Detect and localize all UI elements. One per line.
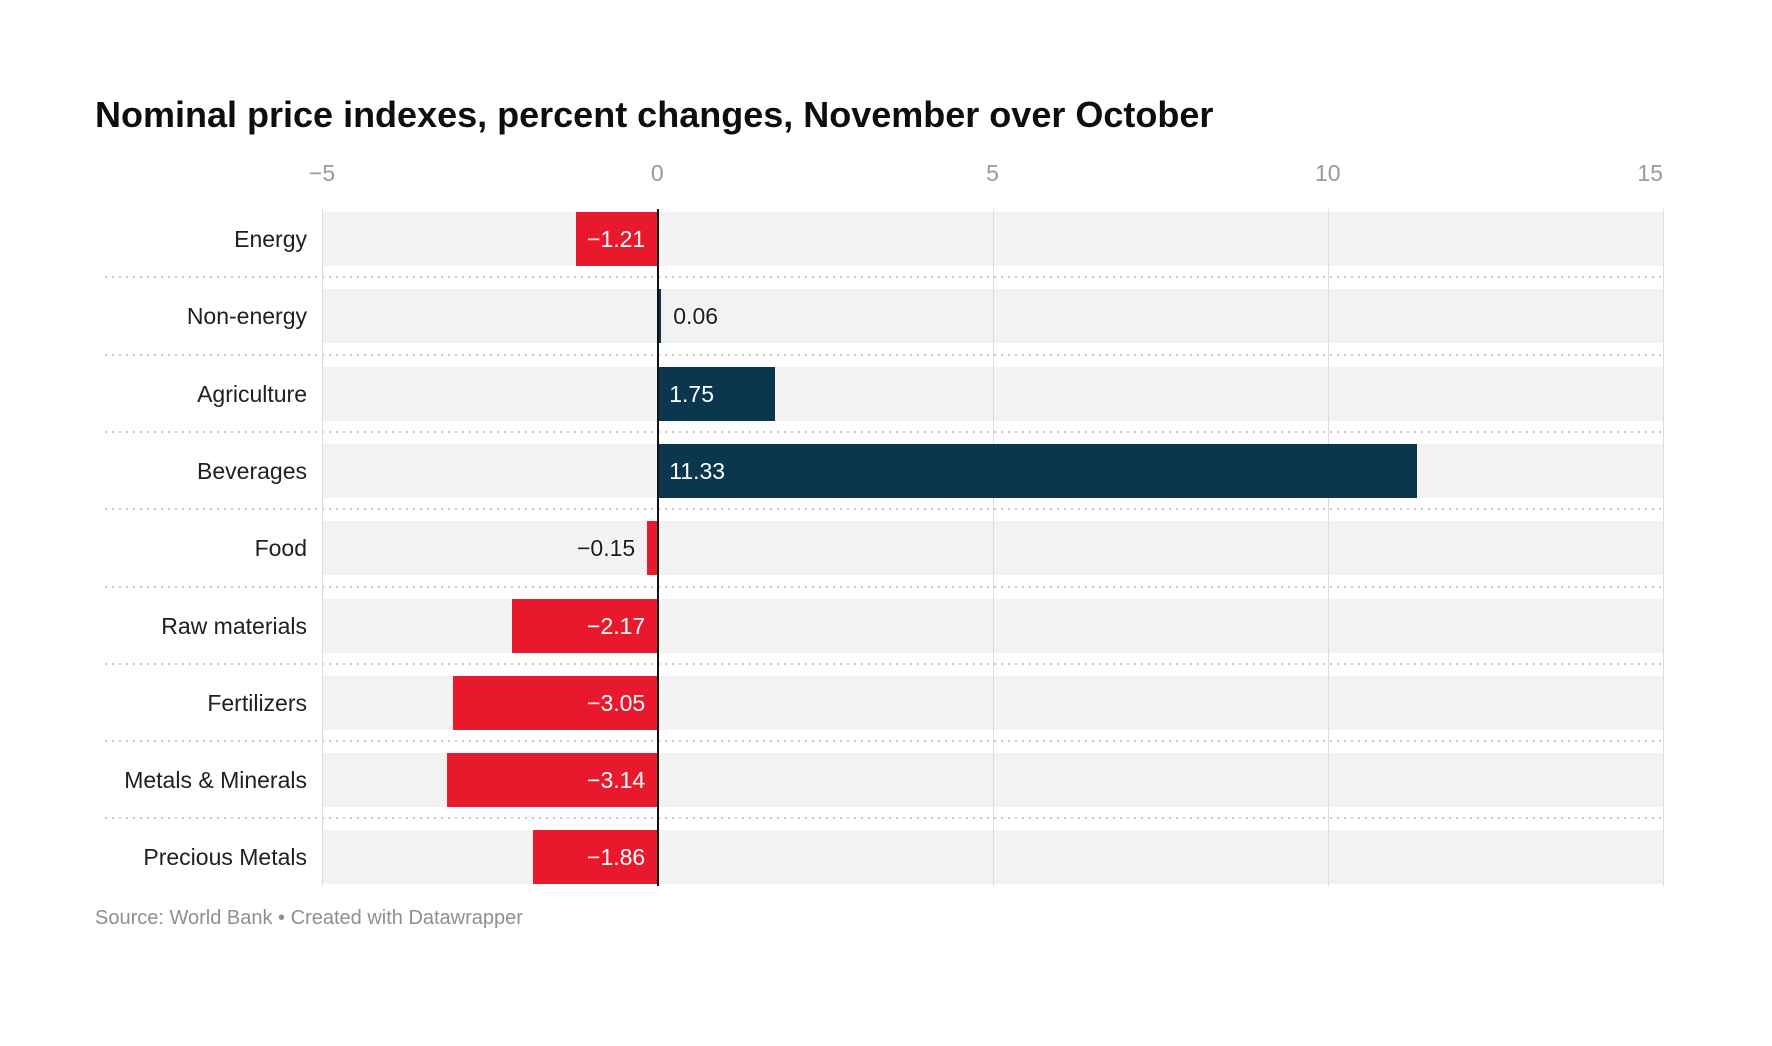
category-label: Raw materials [161,612,307,639]
value-label: −2.17 [587,612,646,639]
category-label: Energy [234,226,307,252]
value-label: −3.14 [587,767,646,794]
gridline [1328,209,1329,886]
category-label: Agriculture [197,380,307,407]
gridline [993,209,994,886]
row-band [322,521,1663,576]
value-label: −3.05 [587,689,646,716]
axis-tick-label: −5 [308,160,336,186]
bar-metals-minerals [446,753,658,808]
bar-beverages [657,443,1417,498]
bar-precious-metals [532,830,658,885]
category-label: Non-energy [186,303,307,330]
row-band [322,289,1663,344]
row-separator [105,740,1663,743]
row-separator [105,353,1663,356]
category-label: Food [254,535,307,562]
category-label: Precious Metals [143,844,307,871]
row-separator [105,430,1663,433]
row-separator [105,508,1663,511]
value-label: −0.15 [576,535,636,562]
source-footnote: Source: World Bank • Created with Datawr… [95,907,523,929]
value-label: 11.33 [669,457,726,484]
value-label: −1.21 [587,226,646,252]
zero-axis-line [657,209,659,886]
bar-agriculture [657,366,775,421]
chart-title: Nominal price indexes, percent changes, … [95,94,1214,135]
value-label: −1.86 [587,844,646,871]
row-separator [105,276,1663,279]
axis-tick-label: 0 [650,160,664,186]
category-label: Metals & Minerals [124,767,307,794]
bar-fertilizers [452,675,658,730]
category-label: Beverages [197,457,307,484]
value-label: 0.06 [673,303,719,330]
axis-tick-label: 15 [1637,160,1663,186]
bar-food [647,521,658,576]
row-band [322,212,1663,266]
bar-energy [576,212,658,266]
row-band [322,366,1663,421]
gridline [1663,209,1664,886]
category-label: Fertilizers [207,689,307,716]
value-label: 1.75 [669,380,715,407]
row-separator [105,585,1663,588]
row-separator [105,817,1663,820]
bar-raw-materials [511,598,658,653]
axis-tick-label: 5 [986,160,999,186]
gridline [322,209,323,886]
bar-non-energy [657,289,662,344]
row-separator [105,662,1663,665]
axis-tick-label: 10 [1314,160,1341,186]
